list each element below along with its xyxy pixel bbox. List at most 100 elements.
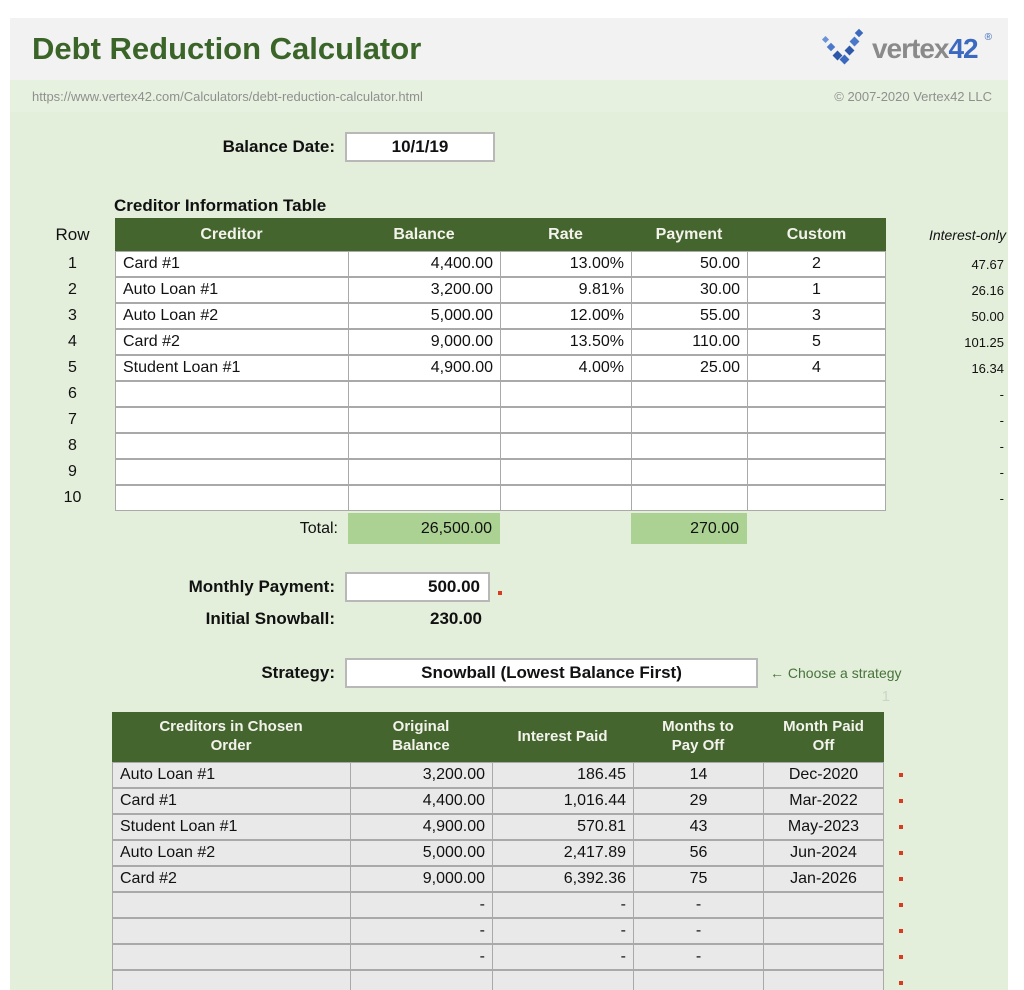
interest-only-cell: 47.67 bbox=[971, 256, 1004, 272]
interest-only-cell: - bbox=[999, 490, 1004, 506]
header-bar: Debt Reduction Calculator vertex42 ® bbox=[10, 18, 1008, 80]
payment-cell[interactable] bbox=[631, 407, 747, 433]
payment-cell[interactable] bbox=[631, 381, 747, 407]
balance-cell[interactable]: 5,000.00 bbox=[348, 303, 500, 329]
month-paid-off-cell: Jan-2026 bbox=[763, 866, 884, 892]
col-header-months-to-pay-off: Months to Pay Off bbox=[633, 712, 763, 762]
rate-cell[interactable] bbox=[500, 485, 631, 511]
balance-cell[interactable]: 4,400.00 bbox=[348, 251, 500, 277]
creditor-cell[interactable]: Auto Loan #1 bbox=[115, 277, 348, 303]
results-table: Creditors in Chosen Order Original Balan… bbox=[112, 712, 1008, 990]
strategy-row: Strategy: Snowball (Lowest Balance First… bbox=[10, 658, 1008, 688]
balance-cell[interactable] bbox=[348, 485, 500, 511]
custom-cell[interactable] bbox=[747, 433, 886, 459]
creditor-cell[interactable] bbox=[115, 433, 348, 459]
rate-cell[interactable]: 9.81% bbox=[500, 277, 631, 303]
balance-date-row: Balance Date: 10/1/19 bbox=[10, 132, 1008, 162]
original-balance-cell: 5,000.00 bbox=[350, 840, 492, 866]
creditor-cell[interactable]: Card #1 bbox=[115, 251, 348, 277]
rate-cell[interactable] bbox=[500, 433, 631, 459]
source-url: https://www.vertex42.com/Calculators/deb… bbox=[32, 88, 423, 104]
total-label: Total: bbox=[299, 519, 338, 537]
sheet-body: Balance Date: 10/1/19 Creditor Informati… bbox=[10, 112, 1008, 990]
creditor-cell: Auto Loan #2 bbox=[112, 840, 350, 866]
months-cell: 75 bbox=[633, 866, 763, 892]
payment-cell[interactable] bbox=[631, 459, 747, 485]
balance-date-input[interactable]: 10/1/19 bbox=[345, 132, 495, 162]
rate-cell[interactable]: 12.00% bbox=[500, 303, 631, 329]
page-title: Debt Reduction Calculator bbox=[32, 31, 422, 66]
rate-cell[interactable]: 4.00% bbox=[500, 355, 631, 381]
creditor-cell bbox=[112, 944, 350, 970]
original-balance-cell bbox=[350, 970, 492, 990]
table-row: Auto Loan #2 5,000.00 2,417.89 56 Jun-20… bbox=[112, 840, 1008, 866]
interest-only-cell: 50.00 bbox=[971, 308, 1004, 324]
initial-snowball-label: Initial Snowball: bbox=[205, 609, 335, 628]
custom-cell[interactable] bbox=[747, 381, 886, 407]
col-header-creditor: Creditor bbox=[115, 218, 348, 251]
creditor-cell: Auto Loan #1 bbox=[112, 762, 350, 788]
balance-cell[interactable] bbox=[348, 459, 500, 485]
url-bar: https://www.vertex42.com/Calculators/deb… bbox=[10, 80, 1008, 112]
balance-cell[interactable]: 9,000.00 bbox=[348, 329, 500, 355]
payment-cell[interactable]: 110.00 bbox=[631, 329, 747, 355]
table-row: Student Loan #1 4,900.00 570.81 43 May-2… bbox=[112, 814, 1008, 840]
payment-cell[interactable]: 50.00 bbox=[631, 251, 747, 277]
custom-cell[interactable] bbox=[747, 459, 886, 485]
balance-cell[interactable] bbox=[348, 433, 500, 459]
comment-marker bbox=[498, 591, 502, 595]
balance-cell[interactable] bbox=[348, 381, 500, 407]
creditor-table-heading: Creditor Information Table bbox=[114, 196, 327, 215]
table-row: 1 Card #1 4,400.00 13.00% 50.00 2 47.67 bbox=[30, 251, 1008, 277]
row-number: 3 bbox=[68, 307, 77, 324]
interest-paid-cell: 6,392.36 bbox=[492, 866, 633, 892]
table-row: - - - bbox=[112, 892, 1008, 918]
balance-cell[interactable]: 4,900.00 bbox=[348, 355, 500, 381]
payment-cell[interactable]: 25.00 bbox=[631, 355, 747, 381]
creditor-cell[interactable] bbox=[115, 485, 348, 511]
creditor-cell[interactable]: Card #2 bbox=[115, 329, 348, 355]
month-paid-off-cell bbox=[763, 944, 884, 970]
months-cell: 14 bbox=[633, 762, 763, 788]
table-row: 4 Card #2 9,000.00 13.50% 110.00 5 101.2… bbox=[30, 329, 1008, 355]
creditor-cell[interactable]: Auto Loan #2 bbox=[115, 303, 348, 329]
custom-cell[interactable]: 5 bbox=[747, 329, 886, 355]
rate-cell[interactable] bbox=[500, 381, 631, 407]
payment-cell[interactable]: 30.00 bbox=[631, 277, 747, 303]
creditor-cell[interactable] bbox=[115, 407, 348, 433]
balance-cell[interactable] bbox=[348, 407, 500, 433]
rate-cell[interactable] bbox=[500, 459, 631, 485]
balance-cell[interactable]: 3,200.00 bbox=[348, 277, 500, 303]
monthly-payment-input[interactable]: 500.00 bbox=[345, 572, 490, 602]
creditor-cell[interactable]: Student Loan #1 bbox=[115, 355, 348, 381]
row-number: 5 bbox=[68, 359, 77, 376]
custom-cell[interactable]: 4 bbox=[747, 355, 886, 381]
interest-paid-cell: 570.81 bbox=[492, 814, 633, 840]
strategy-select[interactable]: Snowball (Lowest Balance First) bbox=[345, 658, 758, 688]
creditor-cell[interactable] bbox=[115, 459, 348, 485]
custom-cell[interactable]: 3 bbox=[747, 303, 886, 329]
payment-cell[interactable]: 55.00 bbox=[631, 303, 747, 329]
interest-only-cell: - bbox=[999, 386, 1004, 402]
creditor-cell[interactable] bbox=[115, 381, 348, 407]
rate-cell[interactable] bbox=[500, 407, 631, 433]
rate-cell[interactable]: 13.00% bbox=[500, 251, 631, 277]
comment-marker bbox=[899, 955, 903, 959]
initial-snowball-value: 230.00 bbox=[430, 609, 482, 628]
months-cell: - bbox=[633, 944, 763, 970]
results-table-header: Creditors in Chosen Order Original Balan… bbox=[112, 712, 1008, 762]
custom-cell[interactable]: 2 bbox=[747, 251, 886, 277]
custom-cell[interactable]: 1 bbox=[747, 277, 886, 303]
monthly-payment-label: Monthly Payment: bbox=[188, 577, 335, 596]
balance-date-label: Balance Date: bbox=[222, 137, 335, 156]
row-number: 8 bbox=[68, 437, 77, 454]
payment-cell[interactable] bbox=[631, 433, 747, 459]
custom-cell[interactable] bbox=[747, 407, 886, 433]
creditor-cell bbox=[112, 918, 350, 944]
rate-cell[interactable]: 13.50% bbox=[500, 329, 631, 355]
month-paid-off-cell: Dec-2020 bbox=[763, 762, 884, 788]
month-paid-off-cell bbox=[763, 918, 884, 944]
col-header-interest-only: Interest-only bbox=[928, 226, 1006, 243]
payment-cell[interactable] bbox=[631, 485, 747, 511]
custom-cell[interactable] bbox=[747, 485, 886, 511]
